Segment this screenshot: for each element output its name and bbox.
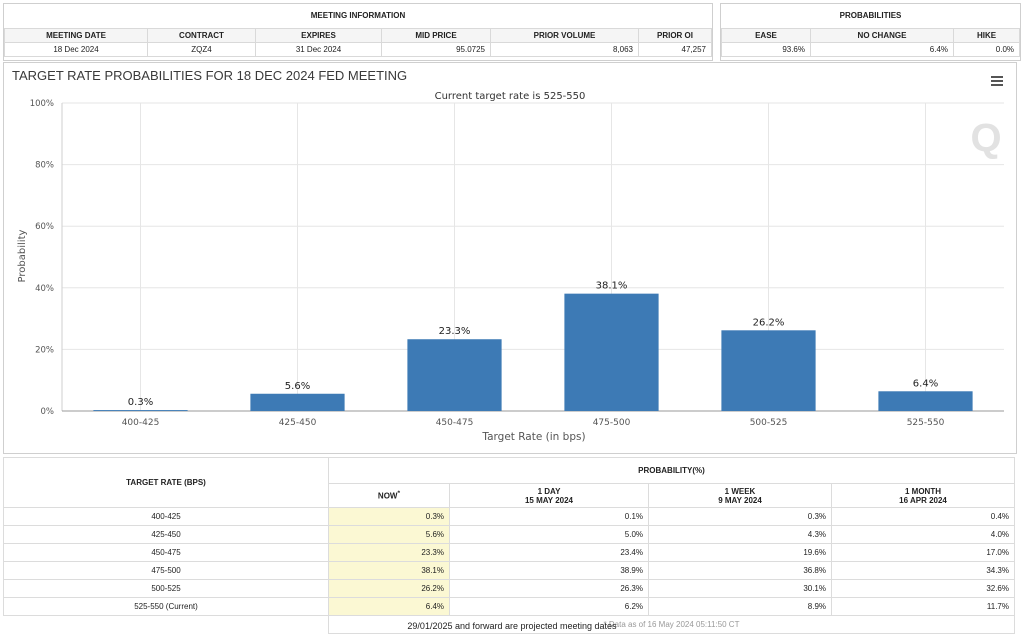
value-prior-volume: 8,063 — [490, 41, 639, 57]
meeting-info-table: MEETING INFORMATION MEETING DATE CONTRAC… — [4, 4, 712, 57]
bar[interactable] — [93, 410, 188, 411]
header-no-change: NO CHANGE — [810, 27, 954, 43]
bar-data-label: 26.2% — [753, 317, 785, 328]
header-hike: HIKE — [953, 27, 1020, 43]
x-tick-label: 400-425 — [122, 418, 160, 428]
x-tick-label: 475-500 — [593, 418, 631, 428]
y-tick-label: 0% — [41, 407, 55, 417]
value-expires: 31 Dec 2024 — [255, 41, 382, 57]
bar-chart: 0% 20% 40% 60% 80% 100% Q 0.3% 400-425 5.6% 425-… — [17, 91, 1004, 443]
bar-data-label: 5.6% — [285, 381, 310, 392]
value-ease: 93.6% — [721, 41, 811, 57]
y-axis-label: Probability — [17, 229, 28, 282]
y-tick-label: 20% — [35, 345, 54, 355]
table-row: 500-525 26.2% 26.3% 30.1% 32.6% — [3, 579, 1015, 598]
header-ease: EASE — [721, 27, 811, 43]
value-meeting-date: 18 Dec 2024 — [4, 41, 148, 57]
y-tick-label: 100% — [30, 99, 54, 109]
x-tick-label: 450-475 — [436, 418, 474, 428]
value-contract: ZQZ4 — [147, 41, 256, 57]
header-target-rate: TARGET RATE (BPS) — [3, 457, 329, 508]
column-1-day: 1 DAY 15 MAY 2024 — [449, 483, 649, 508]
value-mid-price: 95.0725 — [381, 41, 491, 57]
bar-data-label: 23.3% — [439, 326, 471, 337]
bar-data-label: 38.1% — [596, 281, 628, 292]
table-row: 450-475 23.3% 23.4% 19.6% 17.0% — [3, 543, 1015, 562]
x-tick-label: 425-450 — [279, 418, 317, 428]
probability-table-panel: TARGET RATE (BPS) PROBABILITY(%) NOW* 1 … — [3, 457, 1015, 634]
bar[interactable] — [564, 293, 659, 411]
x-tick-label: 525-550 — [907, 418, 945, 428]
meeting-info-title: MEETING INFORMATION — [4, 4, 712, 29]
probability-table: TARGET RATE (BPS) PROBABILITY(%) NOW* 1 … — [3, 457, 1015, 634]
chart-title: TARGET RATE PROBABILITIES FOR 18 DEC 202… — [12, 68, 408, 83]
probabilities-panel: PROBABILITIES EASE NO CHANGE HIKE 93.6% … — [720, 3, 1021, 61]
chart-subtitle: Current target rate is 525-550 — [435, 91, 586, 102]
y-tick-label: 80% — [35, 161, 54, 171]
bar[interactable] — [721, 330, 816, 411]
chart-panel: TARGET RATE PROBABILITIES FOR 18 DEC 202… — [3, 62, 1017, 454]
header-contract: CONTRACT — [147, 27, 256, 43]
bar-data-label: 0.3% — [128, 397, 153, 408]
header-prior-volume: PRIOR VOLUME — [490, 27, 639, 43]
value-no-change: 6.4% — [810, 41, 954, 57]
column-1-week: 1 WEEK 9 MAY 2024 — [648, 483, 832, 508]
data-timestamp-note: * Data as of 16 May 2024 05:11:50 CT — [328, 615, 1015, 634]
footer-note: 29/01/2025 and forward are projected mee… — [407, 621, 617, 631]
bar-data-label: 6.4% — [913, 378, 938, 389]
probabilities-title: PROBABILITIES — [721, 4, 1020, 29]
y-tick-label: 40% — [35, 284, 54, 294]
header-mid-price: MID PRICE — [381, 27, 491, 43]
x-axis-label: Target Rate (in bps) — [481, 431, 585, 443]
bar[interactable] — [250, 393, 345, 411]
header-meeting-date: MEETING DATE — [4, 27, 148, 43]
chart-watermark: Q — [970, 116, 1001, 160]
y-tick-label: 60% — [35, 222, 54, 232]
bar[interactable] — [878, 391, 973, 411]
table-row: 425-450 5.6% 5.0% 4.3% 4.0% — [3, 525, 1015, 544]
header-expires: EXPIRES — [255, 27, 382, 43]
x-tick-label: 500-525 — [750, 418, 788, 428]
column-now: NOW* — [328, 483, 450, 508]
table-row: 525-550 (Current) 6.4% 6.2% 8.9% 11.7% — [3, 597, 1015, 616]
value-prior-oi: 47,257 — [638, 41, 712, 57]
column-1-month: 1 MONTH 16 APR 2024 — [831, 483, 1015, 508]
table-row: 475-500 38.1% 38.9% 36.8% 34.3% — [3, 561, 1015, 580]
bar[interactable] — [407, 339, 502, 411]
probabilities-table: PROBABILITIES EASE NO CHANGE HIKE 93.6% … — [721, 4, 1020, 57]
chart-menu-icon[interactable] — [991, 74, 1003, 88]
header-prior-oi: PRIOR OI — [638, 27, 712, 43]
meeting-info-panel: MEETING INFORMATION MEETING DATE CONTRAC… — [3, 3, 713, 61]
header-probability: PROBABILITY(%) — [328, 457, 1015, 484]
table-row: 400-425 0.3% 0.1% 0.3% 0.4% — [3, 507, 1015, 526]
value-hike: 0.0% — [953, 41, 1020, 57]
